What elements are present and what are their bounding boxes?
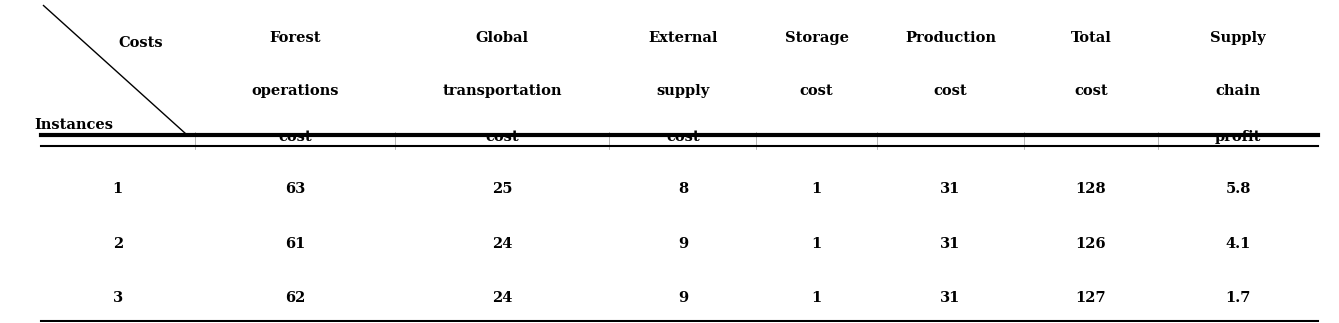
- Text: 31: 31: [940, 182, 960, 196]
- Text: 62: 62: [285, 291, 305, 305]
- Text: cost: cost: [486, 130, 520, 144]
- Text: cost: cost: [665, 130, 700, 144]
- Text: 61: 61: [285, 236, 305, 251]
- Text: 31: 31: [940, 291, 960, 305]
- Text: 1.7: 1.7: [1225, 291, 1251, 305]
- Text: Global: Global: [475, 31, 529, 45]
- Text: Production: Production: [905, 31, 996, 45]
- Text: 9: 9: [678, 291, 688, 305]
- Text: Instances: Instances: [35, 118, 114, 131]
- Text: 5.8: 5.8: [1225, 182, 1251, 196]
- Text: cost: cost: [799, 84, 833, 98]
- Text: 127: 127: [1075, 291, 1106, 305]
- Text: supply: supply: [656, 84, 710, 98]
- Text: 31: 31: [940, 236, 960, 251]
- Text: operations: operations: [252, 84, 339, 98]
- Text: Forest: Forest: [269, 31, 321, 45]
- Text: 1: 1: [811, 182, 822, 196]
- Text: 4.1: 4.1: [1225, 236, 1251, 251]
- Text: profit: profit: [1214, 130, 1261, 144]
- Text: 24: 24: [493, 236, 513, 251]
- Text: cost: cost: [933, 84, 967, 98]
- Text: Supply: Supply: [1210, 31, 1265, 45]
- Text: 8: 8: [678, 182, 688, 196]
- Text: cost: cost: [1074, 84, 1107, 98]
- Text: 63: 63: [285, 182, 305, 196]
- Text: 126: 126: [1075, 236, 1106, 251]
- Text: Costs: Costs: [119, 36, 163, 49]
- Text: Total: Total: [1070, 31, 1111, 45]
- Text: 24: 24: [493, 291, 513, 305]
- Text: 1: 1: [811, 291, 822, 305]
- Text: Storage: Storage: [785, 31, 849, 45]
- Text: 128: 128: [1075, 182, 1106, 196]
- Text: 1: 1: [811, 236, 822, 251]
- Text: 3: 3: [112, 291, 123, 305]
- Text: 9: 9: [678, 236, 688, 251]
- Text: External: External: [648, 31, 718, 45]
- Text: transportation: transportation: [443, 84, 562, 98]
- Text: 1: 1: [112, 182, 123, 196]
- Text: 25: 25: [491, 182, 513, 196]
- Text: 2: 2: [112, 236, 123, 251]
- Text: cost: cost: [279, 130, 312, 144]
- Text: chain: chain: [1216, 84, 1260, 98]
